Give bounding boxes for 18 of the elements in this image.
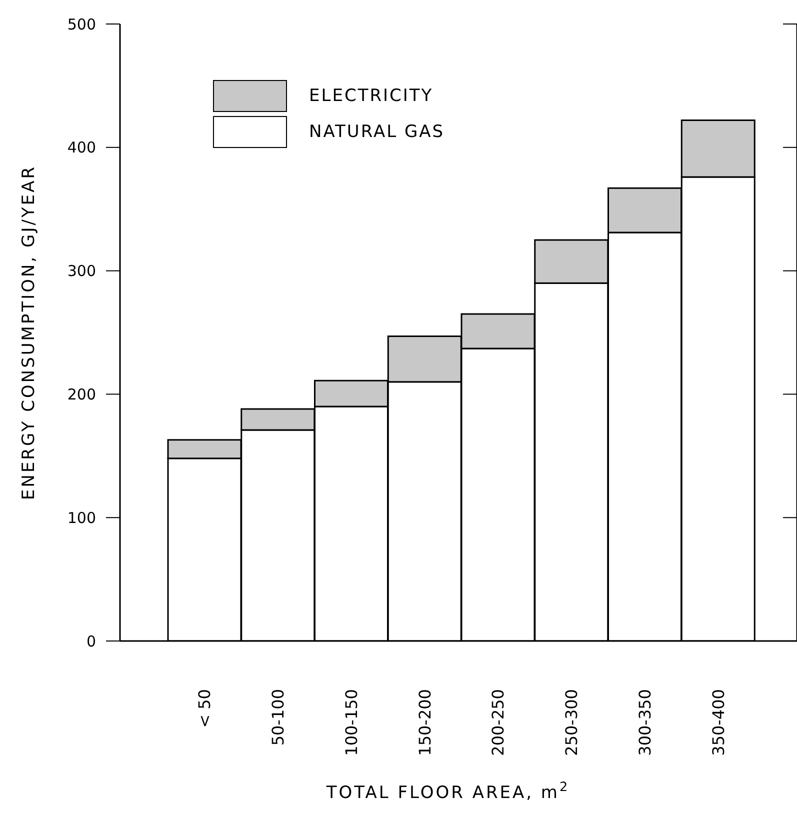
y-tick-label: 400 xyxy=(67,138,96,157)
x-tick-label: 200-250 xyxy=(488,689,508,756)
y-tick-label: 0 xyxy=(86,632,96,650)
x-axis-title: TOTAL FLOOR AREA, m$^{2}$ xyxy=(325,780,570,803)
x-tick-label: 350-400 xyxy=(708,689,728,756)
y-tick-label: 100 xyxy=(67,508,96,527)
y-tick-label: 200 xyxy=(67,386,96,404)
y-tick-label: 500 xyxy=(67,15,96,34)
x-tick-label: 300-350 xyxy=(635,689,654,756)
x-tick-label: 50-100 xyxy=(268,689,288,746)
y-tick-label: 300 xyxy=(67,262,96,280)
x-tick-label: 150-200 xyxy=(415,689,434,756)
x-tick-label: 100-150 xyxy=(342,689,361,756)
x-tick-label: < 50 xyxy=(195,689,214,728)
legend-label: NATURAL GAS xyxy=(309,122,445,142)
legend-label: ELECTRICITY xyxy=(309,86,434,106)
x-tick-label: 250-300 xyxy=(562,689,582,756)
y-axis-title: ENERGY CONSUMPTION, GJ/YEAR xyxy=(19,164,40,500)
